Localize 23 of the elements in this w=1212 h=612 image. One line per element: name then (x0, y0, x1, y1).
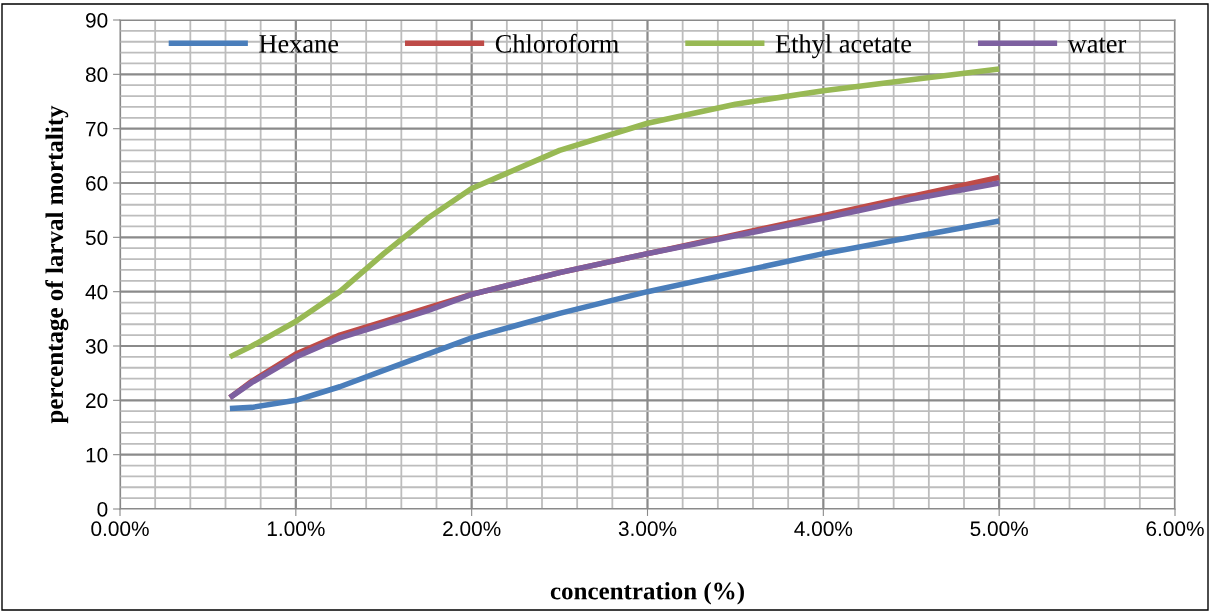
legend-label: water (1067, 37, 1127, 53)
x-tick-label: 4.00% (794, 521, 853, 537)
y-tick-label: 60 (86, 176, 108, 191)
y-tick-label: 80 (85, 67, 108, 83)
x-tick-label: 1.00% (267, 521, 325, 537)
y-tick-label: 70 (86, 121, 108, 137)
x-tick-label: 3.00% (618, 521, 677, 537)
legend-label: Hexane (259, 35, 339, 53)
y-tick-label: 0 (97, 502, 108, 517)
x-tick-label: 6.00% (1146, 521, 1204, 537)
y-tick-label: 50 (85, 230, 108, 246)
legend-label: Ethyl acetate (775, 34, 912, 59)
y-tick-label: 90 (86, 13, 108, 28)
x-axis-title: concentration (%) (550, 581, 744, 605)
y-tick-label: 40 (85, 284, 108, 300)
y-tick-label: 30 (85, 339, 108, 354)
x-tick-label: 2.00% (443, 521, 501, 537)
legend-label: Chloroform (495, 33, 619, 53)
x-tick-label: 0.00% (91, 521, 149, 537)
y-tick-label: 10 (86, 447, 108, 463)
y-axis-title: percentage of larval mortality (45, 105, 69, 424)
y-tick-label: 20 (86, 393, 108, 409)
x-tick-label: 5.00% (970, 521, 1028, 537)
